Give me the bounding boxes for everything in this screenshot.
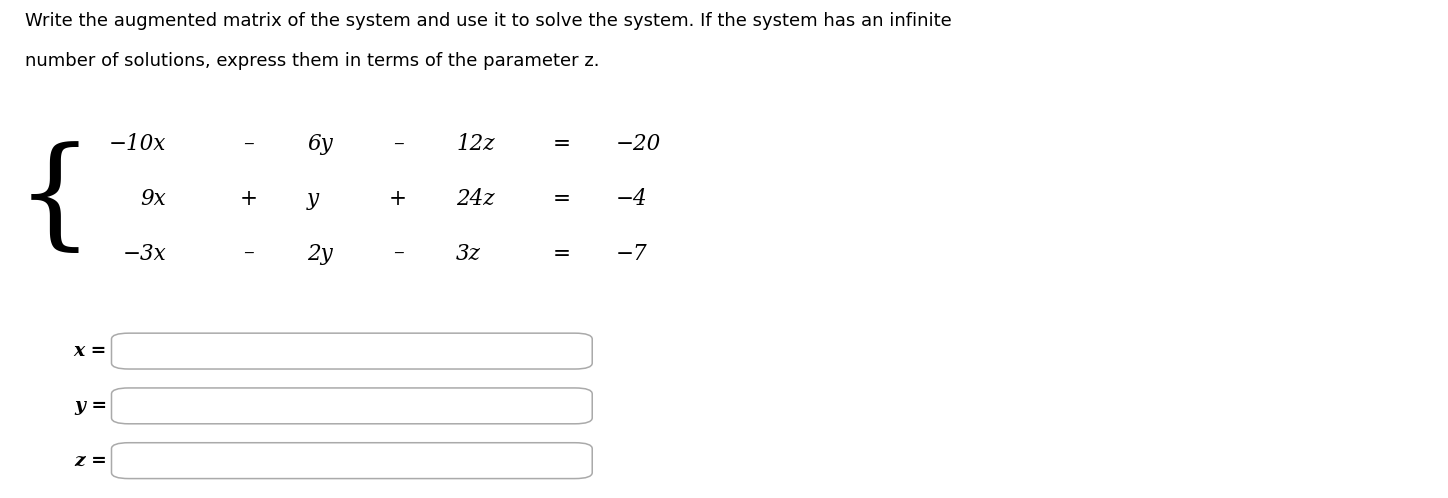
Text: −10x: −10x	[109, 133, 167, 155]
Text: =: =	[553, 188, 571, 210]
Text: –: –	[392, 243, 404, 265]
Text: –: –	[243, 133, 255, 155]
Text: x =: x =	[74, 342, 107, 360]
FancyBboxPatch shape	[111, 443, 592, 479]
Text: −4: −4	[615, 188, 647, 210]
Text: z =: z =	[74, 452, 107, 470]
Text: 9x: 9x	[140, 188, 167, 210]
Text: 2y: 2y	[307, 243, 333, 265]
Text: –: –	[243, 243, 255, 265]
Text: +: +	[240, 188, 258, 210]
Text: –: –	[392, 133, 404, 155]
Text: =: =	[553, 133, 571, 155]
Text: 3z: 3z	[456, 243, 481, 265]
Text: −7: −7	[615, 243, 647, 265]
Text: −3x: −3x	[123, 243, 167, 265]
Text: y =: y =	[74, 397, 107, 415]
Text: Write the augmented matrix of the system and use it to solve the system. If the : Write the augmented matrix of the system…	[25, 12, 951, 30]
Text: number of solutions, express them in terms of the parameter z.: number of solutions, express them in ter…	[25, 52, 599, 70]
Text: +: +	[390, 188, 407, 210]
FancyBboxPatch shape	[111, 388, 592, 424]
Text: 12z: 12z	[456, 133, 495, 155]
FancyBboxPatch shape	[111, 333, 592, 369]
Text: −20: −20	[615, 133, 660, 155]
Text: =: =	[553, 243, 571, 265]
Text: {: {	[16, 141, 94, 257]
Text: 6y: 6y	[307, 133, 333, 155]
Text: 24z: 24z	[456, 188, 495, 210]
Text: y: y	[307, 188, 319, 210]
